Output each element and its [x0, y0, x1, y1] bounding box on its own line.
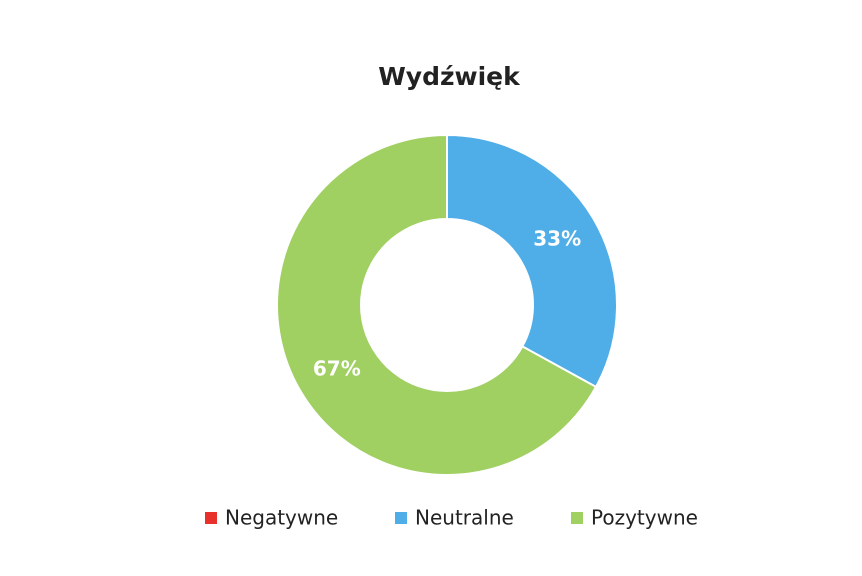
- legend-marker: [571, 512, 583, 524]
- donut-slice: [276, 133, 598, 476]
- data-label: 33%: [533, 226, 581, 250]
- data-label: 67%: [313, 357, 361, 381]
- legend-label: Neutralne: [415, 506, 514, 530]
- chart-title: Wydźwięk: [378, 62, 521, 91]
- legend-marker: [395, 512, 407, 524]
- legend-label: Pozytywne: [591, 506, 698, 530]
- legend-label: Negatywne: [225, 506, 338, 530]
- legend-marker: [205, 512, 217, 524]
- donut-slice: [446, 133, 618, 389]
